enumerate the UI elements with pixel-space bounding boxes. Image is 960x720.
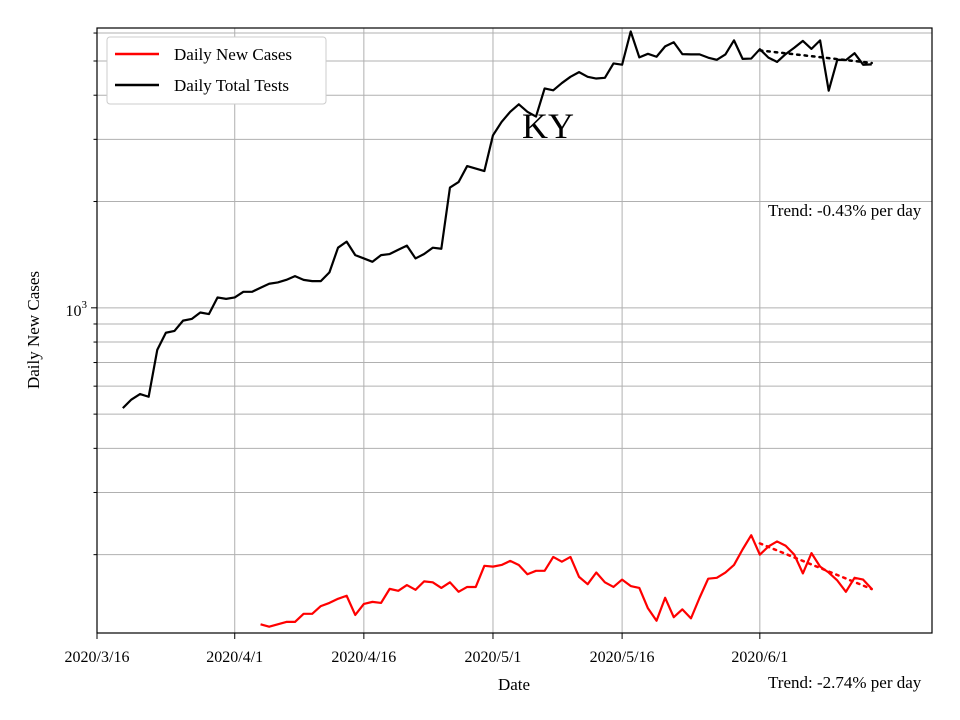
trend-line-new-cases [758,542,873,591]
series-line-total-tests [122,30,872,409]
trend-label-total-tests: Trend: -0.43% per day [768,201,922,220]
x-axis-title: Date [498,675,530,694]
x-tick-label: 2020/3/16 [65,649,130,666]
trend-layer [758,49,873,591]
trend-label-new-cases: Trend: -2.74% per day [768,673,922,692]
y-axis-ticks: 103 [66,32,97,556]
x-tick-label: 2020/4/16 [331,649,396,666]
x-tick-label: 2020/4/1 [206,649,263,666]
legend-box [106,36,327,105]
legend-label-total-tests: Daily Total Tests [174,76,289,95]
series-layer [122,30,873,628]
y-axis-title: Daily New Cases [24,271,43,389]
x-axis-ticks: 2020/3/16 2020/4/1 2020/4/16 2020/5/1 2020/5… [65,633,788,666]
y-tick-label: 103 [66,299,88,320]
chart-title: KY [522,106,574,146]
series-line-new-cases [260,534,873,628]
legend: Daily New Cases Daily Total Tests [106,36,327,105]
x-tick-label: 2020/6/1 [731,649,788,666]
x-tick-label: 2020/5/16 [590,649,655,666]
legend-label-new-cases: Daily New Cases [174,45,292,64]
plot-frame [96,27,933,634]
x-tick-label: 2020/5/1 [465,649,522,666]
grid-lines [97,28,932,633]
